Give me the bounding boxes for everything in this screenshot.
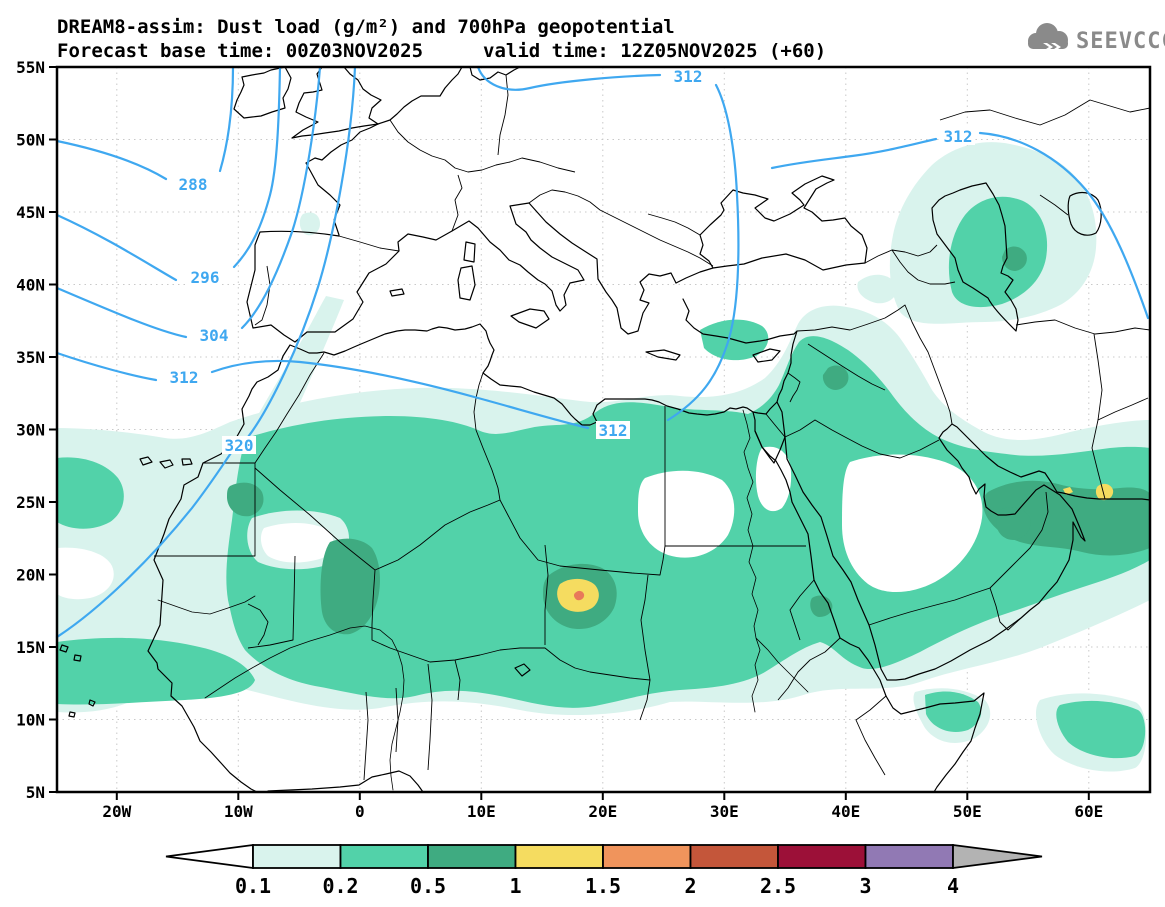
colorbar-arrow-right xyxy=(952,843,1043,870)
legend-value-2.5: 2.5 xyxy=(760,874,796,898)
seevccc-logo: SEEVCCC xyxy=(1028,23,1165,54)
valid-time: valid time: 12Z05NOV2025 (+60) xyxy=(483,40,826,62)
colorbar-swatch-2.5 xyxy=(777,844,867,869)
coastlines xyxy=(59,66,1151,793)
lon-label-30e: 30E xyxy=(710,802,739,821)
contour-label-312-top: 312 xyxy=(674,67,703,86)
contour-label: 296 xyxy=(188,268,222,287)
lat-label-20n: 20N xyxy=(16,566,45,585)
lat-axis-labels: 55N 50N 45N 40N 35N 30N 25N 20N 15N 10N … xyxy=(16,58,45,802)
contour-label: 312 xyxy=(596,421,630,440)
lat-label-15n: 15N xyxy=(16,638,45,657)
rivers xyxy=(157,409,809,791)
contour-label: 312 xyxy=(167,368,201,387)
contour-label-312-coast: 312 xyxy=(599,421,628,440)
colorbar-swatch-0.2 xyxy=(339,844,429,869)
page-title: DREAM8-assim: Dust load (g/m²) and 700hP… xyxy=(57,16,675,38)
contour-label-296: 296 xyxy=(191,268,220,287)
legend-value-0.1: 0.1 xyxy=(235,874,271,898)
legend-value-3: 3 xyxy=(859,874,871,898)
colorbar-swatch-1.5 xyxy=(602,844,692,869)
contour-label-312-caspian: 312 xyxy=(944,127,973,146)
contour-label: 288 xyxy=(176,175,210,194)
contour-label: 304 xyxy=(197,326,231,345)
contour-296 xyxy=(55,65,282,282)
lat-label-55n: 55N xyxy=(16,58,45,77)
forecast-base-time: Forecast base time: 00Z03NOV2025 xyxy=(57,40,423,62)
lon-label-0: 0 xyxy=(355,802,365,821)
colorbar-legend: 0.1 0.2 0.5 1 1.5 2 2.5 3 4 xyxy=(165,843,1043,898)
dust-level-1.5 xyxy=(573,590,585,601)
lon-label-60e: 60E xyxy=(1074,802,1103,821)
dust-load-field xyxy=(57,142,1150,772)
contour-label-312-west: 312 xyxy=(170,368,199,387)
contour-304 xyxy=(55,65,322,339)
lon-label-50e: 50E xyxy=(953,802,982,821)
lat-label-5n: 5N xyxy=(26,783,45,802)
colorbar-swatch-3 xyxy=(864,844,954,869)
legend-value-4: 4 xyxy=(947,874,959,898)
legend-value-0.5: 0.5 xyxy=(410,874,446,898)
lon-label-10e: 10E xyxy=(467,802,496,821)
geopotential-contours xyxy=(55,65,1150,639)
colorbar-tick-labels: 0.1 0.2 0.5 1 1.5 2 2.5 3 4 xyxy=(235,874,959,898)
lon-label-40e: 40E xyxy=(831,802,860,821)
contour-label-320: 320 xyxy=(225,436,254,455)
cloud-icon xyxy=(1028,23,1068,49)
contour-label: 312 xyxy=(941,127,975,146)
cloud-arrow-glyph xyxy=(1043,43,1061,51)
lat-label-35n: 35N xyxy=(16,348,45,367)
legend-value-1.5: 1.5 xyxy=(585,874,621,898)
contour-320 xyxy=(55,65,357,639)
contour-label-288: 288 xyxy=(179,175,208,194)
colorbar-swatch-1 xyxy=(514,844,604,869)
lon-axis-labels: 20W 10W 0 10E 20E 30E 40E 50E 60E xyxy=(102,802,1103,821)
contour-label: 320 xyxy=(222,436,256,455)
axis-ticks xyxy=(49,66,1090,800)
dust-holes-white xyxy=(57,446,983,600)
logo-text: SEEVCCC xyxy=(1076,29,1165,54)
contour-label: 312 xyxy=(671,67,705,86)
contour-312-main xyxy=(55,65,740,430)
contour-label-group: 288 296 304 312 320 312 312 312 xyxy=(167,67,975,455)
legend-value-0.2: 0.2 xyxy=(322,874,358,898)
colorbar-swatch-2 xyxy=(689,844,779,869)
lat-label-40n: 40N xyxy=(16,276,45,295)
lon-label-10w: 10W xyxy=(224,802,253,821)
colorbar-swatch-0.1 xyxy=(252,844,342,869)
contour-288 xyxy=(55,65,235,181)
legend-value-2: 2 xyxy=(684,874,696,898)
colorbar-swatch-0.5 xyxy=(427,844,517,869)
contour-label-304: 304 xyxy=(200,326,229,345)
lat-label-50n: 50N xyxy=(16,131,45,150)
lat-label-45n: 45N xyxy=(16,203,45,222)
lat-label-10n: 10N xyxy=(16,711,45,730)
lon-label-20w: 20W xyxy=(102,802,131,821)
lat-label-25n: 25N xyxy=(16,493,45,512)
lon-label-20e: 20E xyxy=(588,802,617,821)
legend-value-1: 1 xyxy=(509,874,521,898)
contour-312-caspian xyxy=(770,131,1150,320)
lat-label-30n: 30N xyxy=(16,421,45,440)
